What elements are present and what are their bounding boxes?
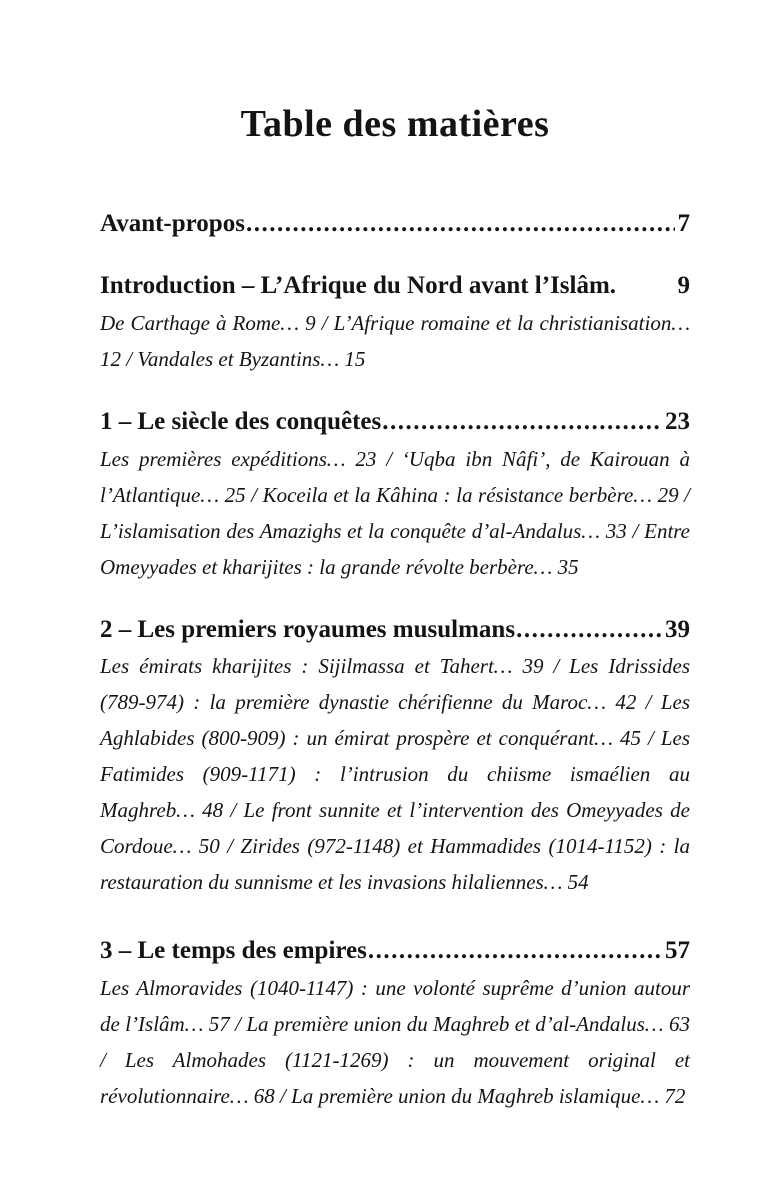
entry-label: 3 – Le temps des empires (100, 937, 367, 965)
toc-entry: 3 – Le temps des empires 57 Les Almoravi… (100, 934, 690, 1114)
toc-entry: Avant-propos 7 (100, 207, 690, 241)
entry-description: Les Almoravides (1040-1147) : une volont… (100, 976, 690, 1109)
entry-heading: Introduction – L’Afrique du Nord avant l… (100, 269, 690, 303)
entry-page-number: 57 (665, 937, 690, 965)
toc-list: Avant-propos 7 Introduction – L’Afrique … (100, 207, 690, 1114)
entry-heading: 3 – Le temps des empires 57 (100, 934, 690, 968)
entry-label: 1 – Le siècle des conquêtes (100, 407, 382, 435)
entry-heading: 2 – Les premiers royaumes musulmans 39 (100, 613, 690, 647)
entry-heading: Avant-propos 7 (100, 207, 690, 241)
entry-label: 2 – Les premiers royaumes musulmans (100, 615, 516, 643)
leader-dots (246, 207, 675, 241)
entry-heading: 1 – Le siècle des conquêtes 23 (100, 405, 690, 439)
toc-entry: 1 – Le siècle des conquêtes 23 Les premi… (100, 405, 690, 585)
entry-description: Les premières expéditions… 23 / ‘Uqba ib… (100, 446, 690, 579)
leader-dots (516, 613, 662, 647)
entry-label: Avant-propos (100, 210, 245, 238)
entry-page-number: 9 (677, 272, 691, 300)
leader-dots (368, 934, 662, 968)
leader-dots (382, 405, 662, 439)
entry-description: Les émirats kharijites : Sijilmassa et T… (100, 654, 690, 895)
entry-page-number: 23 (665, 407, 690, 435)
toc-entry: Introduction – L’Afrique du Nord avant l… (100, 269, 690, 377)
toc-entry: 2 – Les premiers royaumes musulmans 39 L… (100, 613, 690, 901)
page-title: Table des matières (240, 103, 550, 145)
entry-label: Introduction – L’Afrique du Nord avant l… (100, 272, 617, 300)
entry-page-number: 7 (677, 210, 691, 238)
entry-description: De Carthage à Rome… 9 / L’Afrique romain… (100, 310, 690, 371)
entry-page-number: 39 (665, 615, 690, 643)
